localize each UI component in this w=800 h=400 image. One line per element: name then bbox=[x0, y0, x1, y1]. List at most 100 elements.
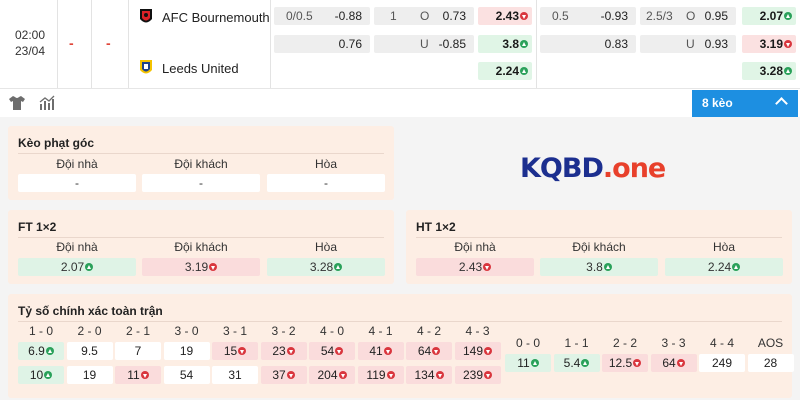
score-odds[interactable]: 19 bbox=[163, 342, 210, 360]
ht-1x2-panel: HT 1×2 Đội nhà Đội khách Hòa 2.43 3.8 2.… bbox=[406, 210, 792, 284]
down-arrow-icon bbox=[386, 371, 395, 379]
chevron-up-icon bbox=[775, 97, 788, 110]
score-label: 0 - 0 bbox=[515, 336, 540, 350]
ft-x12-away[interactable]: 3.8 bbox=[478, 35, 532, 53]
ht-x12-home[interactable]: 2.07 bbox=[742, 7, 796, 25]
keo-count-label: 8 kèo bbox=[702, 96, 733, 110]
kickoff-date: 23/04 bbox=[14, 44, 46, 58]
corner-home-value[interactable]: - bbox=[18, 174, 136, 192]
ht-home-odds[interactable]: 2.43 bbox=[416, 258, 534, 276]
score-odds[interactable]: 6.9 bbox=[18, 342, 64, 360]
corner-away-value[interactable]: - bbox=[142, 174, 260, 192]
score-odds[interactable]: 54 bbox=[309, 342, 355, 360]
up-arrow-icon bbox=[44, 371, 53, 379]
col-away-label: Đội khách bbox=[174, 157, 228, 171]
ht-x12-draw[interactable]: 3.28 bbox=[742, 62, 796, 80]
ft-ah-away-cell[interactable]: 0.76 bbox=[274, 35, 370, 53]
bournemouth-logo-icon bbox=[140, 9, 152, 23]
score-odds[interactable]: 239 bbox=[454, 366, 501, 384]
score-odds[interactable]: 9.5 bbox=[66, 342, 113, 360]
down-arrow-icon bbox=[238, 347, 247, 355]
ht-ou-under-cell[interactable]: U 0.93 bbox=[640, 35, 736, 53]
divider bbox=[0, 88, 800, 89]
score-odds[interactable]: 5.4 bbox=[553, 354, 600, 372]
ht-ou-over: 0.95 bbox=[704, 9, 728, 23]
score-label: 1 - 0 bbox=[28, 324, 53, 338]
score-odds[interactable]: 41 bbox=[357, 342, 404, 360]
score-label: 3 - 0 bbox=[174, 324, 199, 338]
kqbd-logo: KQBD.one bbox=[520, 153, 666, 184]
stats-icon[interactable] bbox=[38, 95, 56, 111]
ft-x12-draw[interactable]: 2.24 bbox=[478, 62, 532, 80]
ht-ah-home-cell[interactable]: 0.5 -0.93 bbox=[540, 7, 636, 25]
score-odds[interactable]: 64 bbox=[406, 342, 452, 360]
home-team[interactable]: AFC Bournemouth bbox=[138, 8, 272, 28]
up-arrow-icon bbox=[520, 67, 528, 75]
score-odds[interactable]: 64 bbox=[650, 354, 697, 372]
ht-x12-away[interactable]: 3.19 bbox=[742, 35, 796, 53]
score-odds[interactable]: 7 bbox=[115, 342, 161, 360]
col-home-label: Đội nhà bbox=[56, 240, 98, 254]
up-arrow-icon bbox=[784, 67, 792, 75]
divider bbox=[18, 321, 782, 322]
ft-ah-home-cell[interactable]: 0/0.5 -0.88 bbox=[274, 7, 370, 25]
ht-draw-odds[interactable]: 2.24 bbox=[665, 258, 783, 276]
col-draw-label: Hòa bbox=[314, 157, 337, 171]
ft-home-odds[interactable]: 2.07 bbox=[18, 258, 136, 276]
ht-ou-over-cell[interactable]: 2.5/3 O 0.95 bbox=[640, 7, 736, 25]
down-arrow-icon bbox=[484, 371, 493, 379]
score-label: 2 - 0 bbox=[77, 324, 102, 338]
kickoff-time: 02:00 bbox=[14, 28, 46, 42]
ft-draw-odds[interactable]: 3.28 bbox=[267, 258, 385, 276]
ft-ou-under-cell[interactable]: U -0.85 bbox=[374, 35, 474, 53]
ft-ah-home: -0.88 bbox=[334, 9, 362, 23]
score-odds[interactable]: 12.5 bbox=[602, 354, 648, 372]
score-odds[interactable]: 119 bbox=[357, 366, 404, 384]
score-odds[interactable]: 249 bbox=[699, 354, 745, 372]
score-odds[interactable]: 11 bbox=[505, 354, 551, 372]
ht-ou-line: 2.5/3 bbox=[646, 9, 673, 23]
score-odds[interactable]: 11 bbox=[115, 366, 161, 384]
ht-ah-home: -0.93 bbox=[600, 9, 628, 23]
score-label: 3 - 1 bbox=[222, 324, 247, 338]
score-odds[interactable]: 134 bbox=[406, 366, 452, 384]
score-odds[interactable]: 15 bbox=[212, 342, 258, 360]
score-label: 4 - 2 bbox=[416, 324, 441, 338]
score-label: 2 - 1 bbox=[125, 324, 150, 338]
keo-toggle-button[interactable]: 8 kèo bbox=[692, 90, 798, 117]
down-arrow-icon bbox=[140, 371, 149, 379]
ht-ah-away: 0.83 bbox=[604, 37, 628, 51]
score-odds[interactable]: 19 bbox=[66, 366, 113, 384]
up-arrow-icon bbox=[603, 263, 612, 271]
down-arrow-icon bbox=[676, 359, 685, 367]
down-arrow-icon bbox=[784, 40, 792, 48]
score-odds[interactable]: 54 bbox=[163, 366, 210, 384]
down-arrow-icon bbox=[335, 347, 344, 355]
ht-away-odds[interactable]: 3.8 bbox=[540, 258, 658, 276]
score-odds[interactable]: 37 bbox=[260, 366, 307, 384]
ft-ou-over-cell[interactable]: 1 O 0.73 bbox=[374, 7, 474, 25]
score-odds[interactable]: 28 bbox=[747, 354, 794, 372]
score-odds[interactable]: 149 bbox=[454, 342, 501, 360]
away-team[interactable]: Leeds United bbox=[138, 59, 272, 79]
home-score: - bbox=[69, 35, 74, 51]
score-label: 2 - 2 bbox=[612, 336, 637, 350]
score-label: 4 - 3 bbox=[465, 324, 490, 338]
ft-ou-over-label: O bbox=[420, 9, 430, 23]
score-odds[interactable]: 23 bbox=[260, 342, 307, 360]
score-odds[interactable]: 204 bbox=[309, 366, 355, 384]
ft-ou-over: 0.73 bbox=[442, 9, 466, 23]
ft-away-odds[interactable]: 3.19 bbox=[142, 258, 260, 276]
col-draw-label: Hòa bbox=[314, 240, 337, 254]
score-label: 3 - 3 bbox=[661, 336, 686, 350]
ht-ah-away-cell[interactable]: 0.83 bbox=[540, 35, 636, 53]
up-arrow-icon bbox=[520, 40, 528, 48]
score-odds[interactable]: 10 bbox=[18, 366, 64, 384]
score-label: AOS bbox=[757, 336, 784, 350]
down-arrow-icon bbox=[484, 347, 493, 355]
away-score: - bbox=[106, 35, 111, 51]
ft-x12-home[interactable]: 2.43 bbox=[478, 7, 532, 25]
corner-draw-value[interactable]: - bbox=[267, 174, 385, 192]
score-odds[interactable]: 31 bbox=[212, 366, 258, 384]
shirt-icon[interactable] bbox=[8, 95, 26, 111]
